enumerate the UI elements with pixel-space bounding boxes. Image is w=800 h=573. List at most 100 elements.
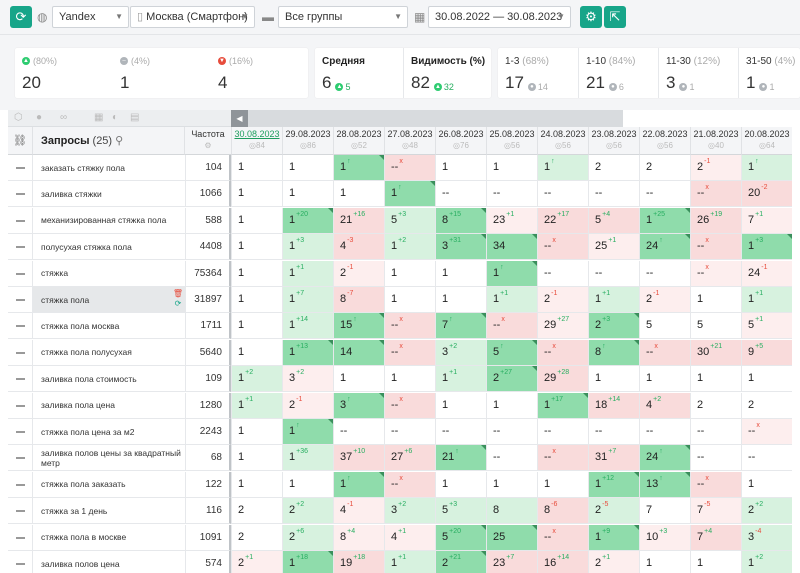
position-cell[interactable]: 3-4 [741,524,792,551]
position-cell[interactable]: 2-1 [333,260,384,287]
date-label[interactable]: 26.08.2023 [438,129,484,139]
tag-icon[interactable]: ⬡ [14,112,23,123]
row-toggle-icon[interactable] [8,287,33,313]
position-cell[interactable]: 1 [384,287,435,313]
position-cell[interactable]: 1+3 [282,234,333,261]
list-icon[interactable]: ▤ [130,112,140,123]
row-toggle-icon[interactable] [8,445,33,472]
position-cell[interactable]: 4-3 [333,234,384,261]
position-cell[interactable]: 1 [741,471,792,498]
position-cell[interactable]: 1 [435,260,486,287]
position-cell[interactable]: 3+2 [282,366,333,393]
position-cell[interactable]: 9+5 [741,339,792,366]
query-text[interactable]: заливка полов цены за квадратный метр [33,445,185,472]
date-range-select[interactable]: 30.08.2022 — 30.08.2023 ▼ [428,6,571,28]
query-text[interactable]: стяжка [33,261,185,287]
position-cell[interactable]: 3↑ [333,392,384,419]
position-cell[interactable]: 1 [231,234,282,261]
position-cell[interactable]: 8+15 [435,207,486,234]
position-cell[interactable]: -- [537,260,588,287]
query-text[interactable]: стяжка пола цена за м2 [33,419,185,445]
query-text[interactable]: заливка стяжки [33,181,185,208]
position-cell[interactable]: 2 [690,392,741,419]
region-select[interactable]: ▯ Москва (Смартфон) ▼ [130,6,255,28]
position-cell[interactable]: 5+3 [384,207,435,234]
table-row[interactable]: заливка пола стоимость 109 1+2 3+2 1 1 1+1 2+27… [8,366,800,393]
position-cell[interactable]: 15↑ [333,313,384,340]
position-cell[interactable]: 1 [435,471,486,498]
position-cell[interactable]: 2-1 [537,287,588,313]
position-cell[interactable]: 1+9 [588,524,639,551]
position-cell[interactable]: --x [690,234,741,261]
position-cell[interactable]: 21↑ [435,445,486,472]
table-row[interactable]: заливка полов цена 574 2+1 1+18 19+18 1+1 2+21… [8,551,800,573]
position-cell[interactable]: 1 [231,313,282,340]
position-cell[interactable]: 30+21 [690,339,741,366]
scroll-left-arrow-icon[interactable]: ◀ [231,110,248,127]
position-cell[interactable]: 1+14 [282,313,333,340]
date-column-header[interactable]: 30.08.2023 ◎84 [231,127,282,155]
position-cell[interactable]: 1 [231,445,282,472]
position-cell[interactable]: -- [486,419,537,445]
position-cell[interactable]: --x [639,339,690,366]
position-cell[interactable]: --x [384,339,435,366]
position-cell[interactable]: 1 [486,155,537,181]
table-row[interactable]: заливка стяжки 1066 1 1 1 1↑ -- -- -- -- -- --x 20-2 [8,181,800,208]
position-cell[interactable]: 2+21 [435,551,486,573]
position-cell[interactable]: --x [690,181,741,208]
date-label[interactable]: 28.08.2023 [336,129,382,139]
export-button[interactable]: ⇱ [604,6,626,28]
position-cell[interactable]: 1+1 [486,287,537,313]
date-label[interactable]: 21.08.2023 [693,129,739,139]
position-cell[interactable]: 5↑ [486,339,537,366]
position-cell[interactable]: 1+1 [588,287,639,313]
link-icon[interactable]: ∞ [60,112,68,123]
position-cell[interactable]: 2-1 [639,287,690,313]
table-row[interactable]: механизированная стяжка пола 588 1 1+20 21+1… [8,207,800,234]
row-toggle-icon[interactable] [8,155,33,181]
position-cell[interactable]: 2+6 [282,524,333,551]
table-row[interactable]: стяжка за 1 день 116 2 2+2 4-1 3+2 5+3 8 8-6 2-5 7… [8,498,800,525]
row-toggle-icon[interactable] [8,313,33,340]
table-row[interactable]: заливка пола цена 1280 1+1 2-1 3↑ --x 1 1 1+17 18… [8,392,800,419]
position-cell[interactable]: 25+1 [588,234,639,261]
position-cell[interactable]: 2+3 [588,313,639,340]
position-cell[interactable]: -- [741,445,792,472]
position-cell[interactable]: 1+1 [231,392,282,419]
position-cell[interactable]: 1+20 [282,207,333,234]
position-cell[interactable]: 2-1 [282,392,333,419]
date-label[interactable]: 25.08.2023 [489,129,535,139]
position-cell[interactable]: 2+2 [282,498,333,525]
position-cell[interactable]: --x [537,445,588,472]
date-column-header[interactable]: 22.08.2023 ◎56 [639,127,690,155]
row-toggle-icon[interactable] [8,392,33,419]
position-cell[interactable]: -- [588,419,639,445]
trash-icon[interactable]: 🗑 [172,289,183,298]
date-label[interactable]: 22.08.2023 [642,129,688,139]
position-cell[interactable]: -- [690,419,741,445]
position-cell[interactable]: --x [384,313,435,340]
scrollbar-thumb[interactable] [231,110,623,127]
position-cell[interactable]: 1 [282,181,333,208]
position-cell[interactable]: 2+27 [486,366,537,393]
table-row[interactable]: стяжка пола полусухая 5640 1 1+13 14 --x 3+2 5↑… [8,339,800,366]
row-toggle-icon[interactable] [8,234,33,261]
position-cell[interactable]: 24↑ [639,234,690,261]
position-cell[interactable]: 29+28 [537,366,588,393]
position-cell[interactable]: 7+1 [741,207,792,234]
position-cell[interactable]: -- [486,445,537,472]
table-row[interactable]: заказать стяжку пола 104 1 1 1↑ --x 1 1 1↑ 2 2 2-1 1… [8,155,800,181]
position-cell[interactable]: 23+7 [486,551,537,573]
position-cell[interactable]: 2 [588,155,639,181]
position-cell[interactable]: -- [435,181,486,208]
date-column-header[interactable]: 29.08.2023 ◎86 [282,127,333,155]
date-label[interactable]: 23.08.2023 [591,129,637,139]
position-cell[interactable]: 1+18 [282,551,333,573]
position-cell[interactable]: 1 [282,155,333,181]
row-toggle-icon[interactable] [8,366,33,393]
date-column-header[interactable]: 25.08.2023 ◎56 [486,127,537,155]
search-icon[interactable]: ⚲ [115,135,124,147]
row-toggle-icon[interactable] [8,524,33,551]
position-cell[interactable]: -- [384,419,435,445]
position-cell[interactable]: 1+1 [741,287,792,313]
